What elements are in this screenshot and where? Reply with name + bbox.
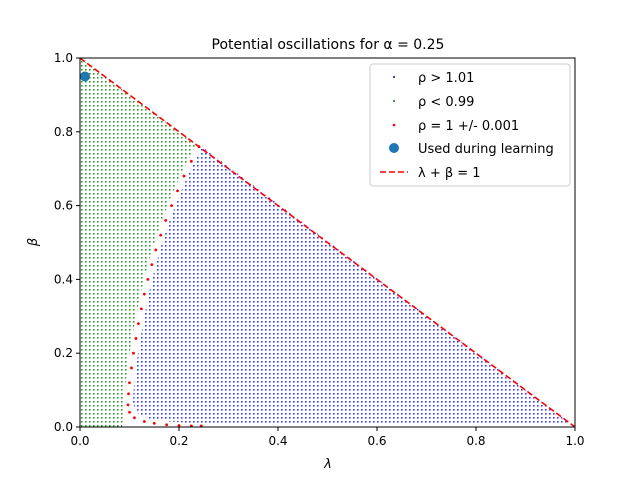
legend-marker-rho-greater [393,76,395,78]
y-tick-label: 0.0 [54,420,73,434]
y-tick-label: 1.0 [54,51,73,65]
y-tick-label: 0.8 [54,125,73,139]
x-axis-label: λ [323,457,332,472]
legend-label-rho-less: ρ < 0.99 [418,95,474,110]
rho-equal-point [137,322,140,326]
rho-equal-point [150,263,154,267]
rho-equal-point [139,307,143,311]
rho-equal-point [154,248,158,252]
rho-equal-point [182,174,186,178]
y-axis-label: β [26,238,41,247]
y-tick-label: 0.6 [54,199,73,213]
legend-marker-rho-less [393,100,395,102]
x-tick-label: 1.0 [565,434,584,448]
chart-title: Potential oscillations for α = 0.25 [212,37,445,53]
rho-equal-point [159,233,163,237]
legend-marker-rho-equal [392,123,396,127]
x-tick-label: 0.2 [169,434,188,448]
rho-equal-point [133,416,136,420]
rho-equal-point [126,403,130,407]
x-tick-label: 0.6 [367,434,386,448]
legend-box [369,63,571,187]
y-ticks: 0.0 0.2 0.4 0.6 0.8 1.0 [54,51,80,434]
x-tick-label: 0.8 [466,434,485,448]
rho-equal-points [126,145,203,428]
rho-equal-point [146,278,150,281]
axes-frame [79,57,576,428]
region-rho-less [80,58,197,427]
y-tick-label: 0.2 [54,346,73,360]
rho-equal-point [164,218,168,222]
rho-equal-point [134,337,138,340]
learning-point [79,71,90,82]
lambda-beta-line [79,57,576,428]
legend-label-line: λ + β = 1 [418,166,481,181]
rho-equal-point [152,421,156,425]
rho-equal-point [128,410,131,414]
plot-area [79,57,576,428]
legend-label-rho-equal: ρ = 1 +/- 0.001 [418,119,519,134]
rho-equal-point [142,292,146,296]
legend-label-learning: Used during learning [418,142,554,157]
legend: ρ > 1.01 ρ < 0.99 ρ = 1 +/- 0.001 Used d… [369,63,571,187]
x-tick-label: 0.0 [70,434,89,448]
region-rho-greater [133,143,571,424]
rho-equal-point [132,351,135,355]
rho-equal-point [177,424,181,427]
rho-equal-point [170,204,173,208]
rho-equal-point [127,392,130,396]
y-tick-label: 0.4 [54,272,73,286]
x-ticks: 0.0 0.2 0.4 0.6 0.8 1.0 [70,427,585,448]
rho-equal-point [189,159,193,163]
legend-label-rho-greater: ρ > 1.01 [418,71,474,86]
rho-equal-point [128,381,131,385]
rho-equal-point [176,189,179,193]
x-tick-label: 0.4 [268,434,287,448]
rho-equal-point [130,366,133,370]
rho-equal-point [165,423,169,427]
legend-marker-learning [389,143,399,153]
rho-equal-point [142,420,146,423]
